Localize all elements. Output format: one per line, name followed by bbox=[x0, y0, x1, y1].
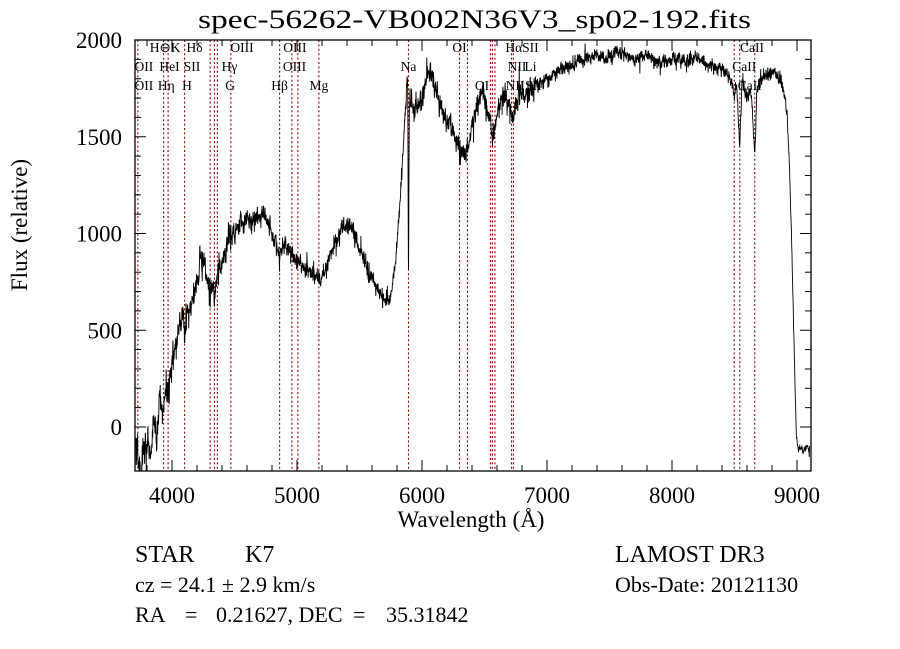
svg-text:OIII: OIII bbox=[283, 59, 307, 74]
svg-text:Wavelength (Å): Wavelength (Å) bbox=[398, 507, 545, 532]
svg-text:Li: Li bbox=[525, 59, 537, 74]
svg-text:OI: OI bbox=[452, 40, 467, 55]
svg-text:Hδ: Hδ bbox=[187, 40, 203, 55]
svg-text:500: 500 bbox=[88, 318, 123, 343]
svg-text:SII: SII bbox=[184, 59, 201, 74]
svg-text:SII: SII bbox=[525, 78, 542, 93]
svg-text:4000: 4000 bbox=[149, 483, 195, 508]
svg-text:2000: 2000 bbox=[76, 28, 122, 53]
svg-text:=: = bbox=[353, 602, 365, 627]
svg-text:cz = 24.1 ± 2.9 km/s: cz = 24.1 ± 2.9 km/s bbox=[135, 572, 315, 597]
svg-text:OI: OI bbox=[475, 78, 490, 93]
svg-text:H: H bbox=[182, 78, 192, 93]
svg-text:Flux (relative): Flux (relative) bbox=[7, 159, 32, 291]
svg-text:6000: 6000 bbox=[399, 483, 445, 508]
svg-text:CaII: CaII bbox=[738, 78, 762, 93]
svg-text:OII: OII bbox=[135, 59, 154, 74]
svg-text:G: G bbox=[225, 78, 235, 93]
svg-text:=: = bbox=[185, 602, 197, 627]
svg-text:35.31842: 35.31842 bbox=[386, 602, 469, 627]
svg-text:HαSII: HαSII bbox=[505, 40, 539, 55]
svg-text:Na: Na bbox=[401, 59, 417, 74]
svg-text:1000: 1000 bbox=[76, 222, 122, 247]
svg-text:OII: OII bbox=[135, 78, 154, 93]
svg-text:NII: NII bbox=[506, 78, 525, 93]
svg-text:STAR: STAR bbox=[135, 542, 194, 568]
svg-text:OIII: OIII bbox=[230, 40, 254, 55]
svg-text:RA: RA bbox=[135, 602, 166, 627]
svg-text:5000: 5000 bbox=[274, 483, 320, 508]
svg-text:H⊖K: H⊖K bbox=[150, 40, 181, 55]
svg-text:spec-56262-VB002N36V3_sp02-192: spec-56262-VB002N36V3_sp02-192.fits bbox=[198, 5, 751, 34]
svg-text:Hγ: Hγ bbox=[222, 59, 238, 74]
svg-text:Hη: Hη bbox=[158, 78, 175, 93]
svg-text:8000: 8000 bbox=[649, 483, 695, 508]
svg-text:K7: K7 bbox=[245, 542, 274, 568]
svg-text:OIII: OIII bbox=[283, 40, 307, 55]
svg-text:CaII: CaII bbox=[732, 59, 756, 74]
svg-text:Obs-Date: 20121130: Obs-Date: 20121130 bbox=[615, 572, 798, 597]
svg-text:9000: 9000 bbox=[774, 483, 820, 508]
svg-text:0.21627, DEC: 0.21627, DEC bbox=[216, 602, 343, 627]
svg-text:Mg: Mg bbox=[309, 78, 328, 93]
svg-text:1500: 1500 bbox=[76, 125, 122, 150]
svg-text:CaII: CaII bbox=[740, 40, 764, 55]
svg-text:0: 0 bbox=[111, 415, 123, 440]
svg-text:LAMOST DR3: LAMOST DR3 bbox=[615, 542, 765, 568]
svg-text:HeI: HeI bbox=[159, 59, 180, 74]
svg-text:Hβ: Hβ bbox=[271, 78, 288, 93]
svg-text:7000: 7000 bbox=[524, 483, 570, 508]
